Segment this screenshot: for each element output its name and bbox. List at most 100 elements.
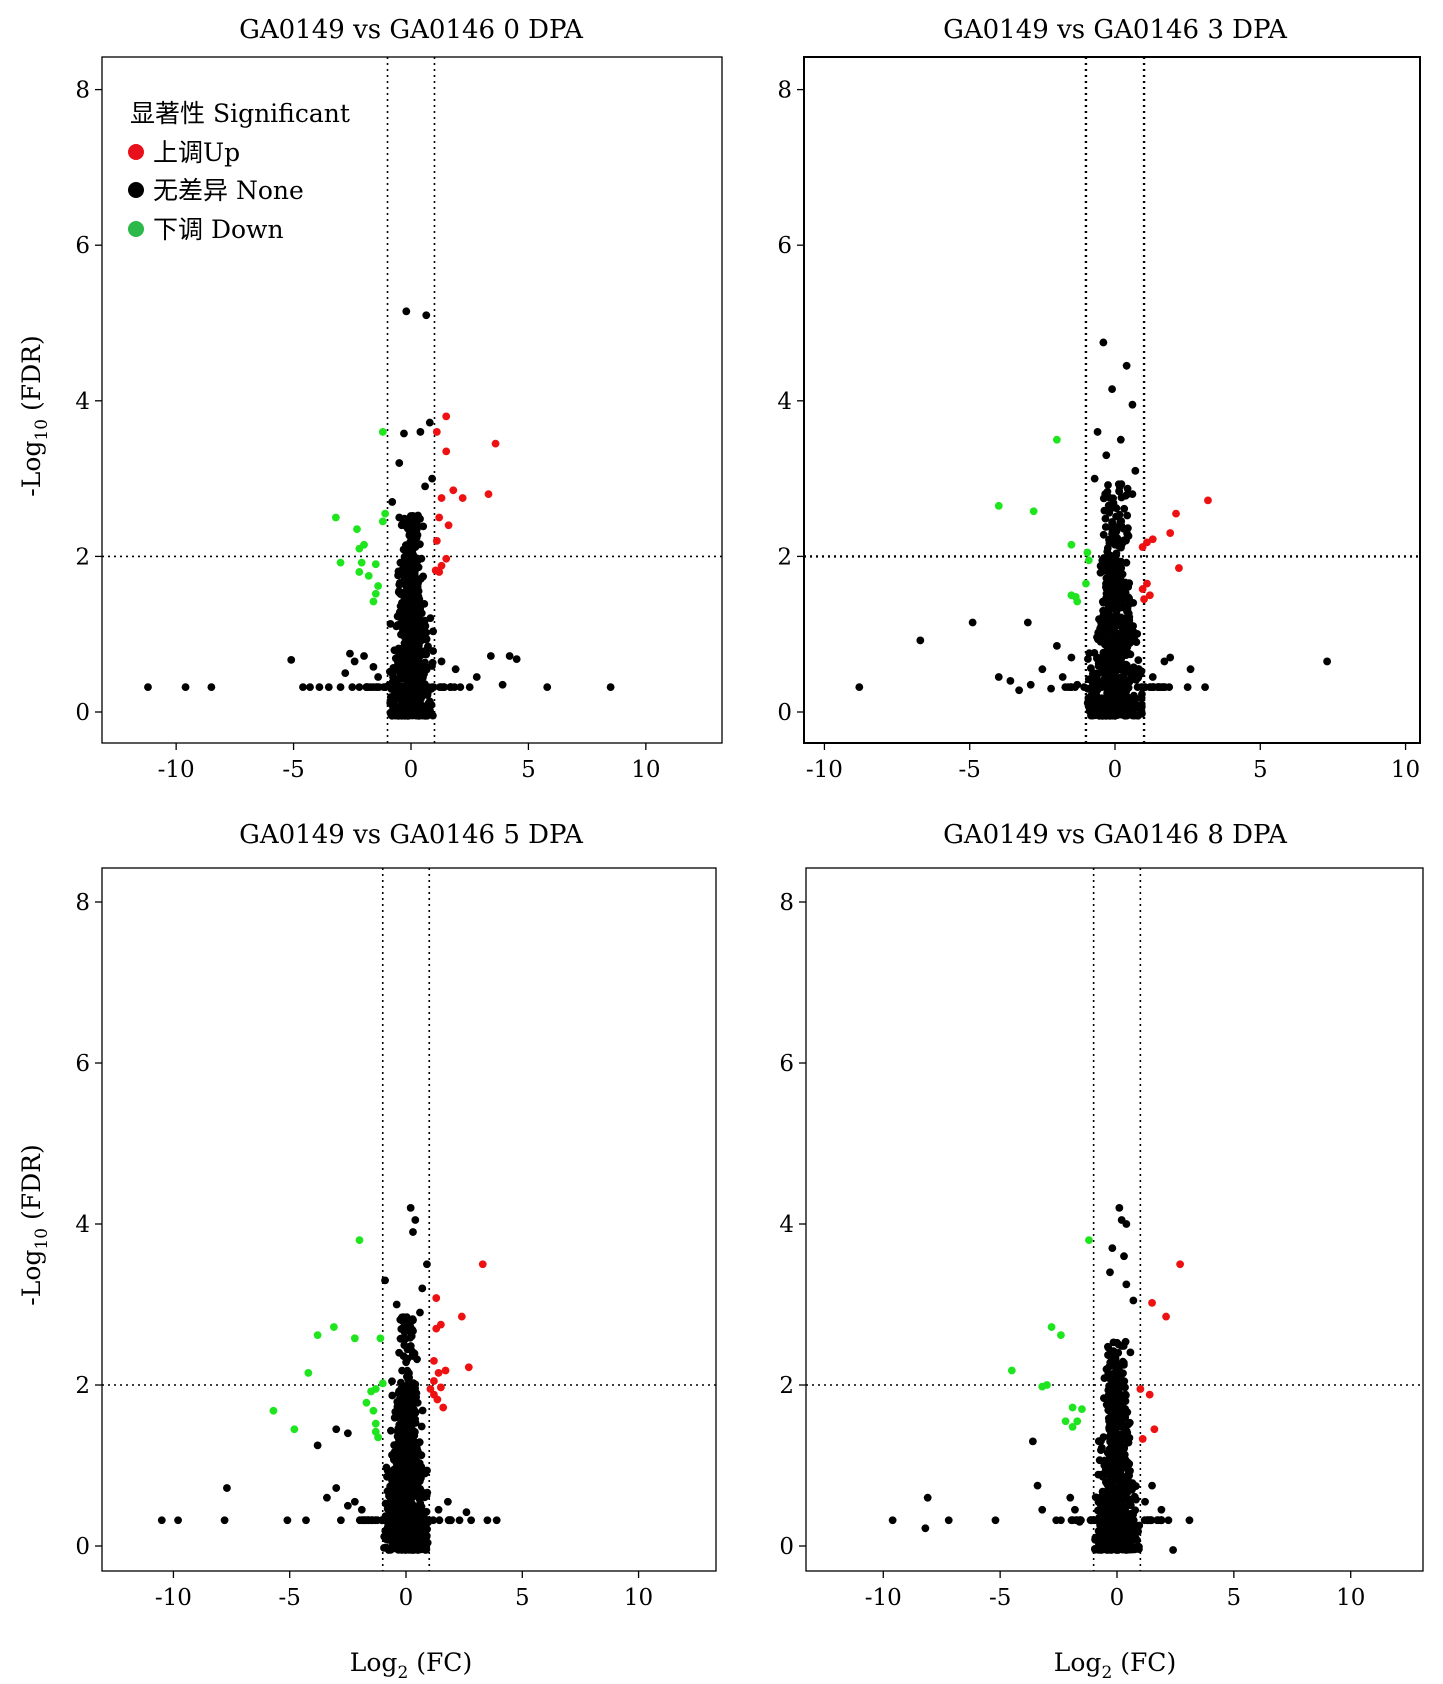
point-none xyxy=(409,683,417,691)
point-none xyxy=(1121,683,1130,691)
y-tick-label: 6 xyxy=(779,1051,794,1077)
point-none xyxy=(374,673,383,681)
point-down xyxy=(1052,435,1061,444)
point-none xyxy=(395,1348,403,1357)
point-none xyxy=(396,602,405,611)
point-none xyxy=(1104,587,1112,595)
point-none xyxy=(1052,1516,1061,1525)
point-none xyxy=(543,683,552,692)
point-none xyxy=(423,1466,431,1475)
point-none xyxy=(403,524,412,533)
point-none xyxy=(1120,504,1129,513)
point-none xyxy=(1113,1539,1122,1547)
point-none xyxy=(438,683,446,691)
point-none xyxy=(223,1484,231,1492)
point-none xyxy=(1119,1378,1128,1386)
point-down xyxy=(355,568,364,576)
point-none xyxy=(346,649,354,658)
point-none xyxy=(343,1501,352,1510)
point-none xyxy=(220,1516,229,1525)
x-tick-label: 0 xyxy=(399,1585,414,1611)
point-none xyxy=(417,1422,426,1431)
point-none xyxy=(1094,628,1103,637)
point-none xyxy=(498,680,507,689)
point-none xyxy=(1144,1516,1153,1525)
point-none xyxy=(443,1497,452,1506)
point-none xyxy=(1119,1358,1128,1367)
point-none xyxy=(1061,683,1070,691)
point-none xyxy=(399,1394,408,1403)
point-none xyxy=(413,1539,422,1548)
point-none xyxy=(1038,665,1047,674)
point-none xyxy=(1112,549,1121,558)
x-tick-label: 0 xyxy=(404,757,419,783)
point-none xyxy=(512,655,521,663)
point-none xyxy=(419,1531,428,1539)
point-none xyxy=(394,1523,402,1532)
point-none xyxy=(1117,603,1126,612)
point-none xyxy=(1123,607,1131,616)
point-none xyxy=(411,1419,420,1427)
point-none xyxy=(1095,1516,1103,1525)
point-none xyxy=(1113,706,1122,715)
point-none xyxy=(1023,618,1032,627)
point-none xyxy=(336,683,345,692)
point-none xyxy=(315,683,324,692)
point-up xyxy=(432,1294,441,1302)
point-up xyxy=(1176,1260,1185,1269)
point-down xyxy=(1042,1381,1051,1389)
point-none xyxy=(369,683,378,692)
point-none xyxy=(1183,683,1192,692)
point-up xyxy=(1138,1435,1147,1443)
point-none xyxy=(386,667,394,676)
point-up xyxy=(1150,1425,1159,1434)
point-none xyxy=(1124,1438,1133,1447)
point-down xyxy=(1083,548,1092,557)
point-none xyxy=(1133,1536,1141,1545)
point-none xyxy=(287,655,296,664)
point-none xyxy=(1108,385,1116,394)
point-none xyxy=(1111,1426,1120,1435)
point-none xyxy=(416,1516,425,1525)
point-none xyxy=(1323,657,1332,666)
point-none xyxy=(1108,1244,1117,1253)
point-none xyxy=(1108,620,1117,629)
point-none xyxy=(414,1470,423,1479)
point-none xyxy=(399,1313,408,1321)
point-none xyxy=(437,657,446,666)
point-none xyxy=(1093,428,1102,436)
point-none xyxy=(313,1441,322,1450)
point-none xyxy=(392,1300,401,1309)
point-none xyxy=(396,683,404,691)
point-none xyxy=(451,665,460,674)
point-none xyxy=(396,1444,405,1452)
point-none xyxy=(447,683,455,692)
point-none xyxy=(1108,518,1116,526)
point-down xyxy=(353,525,361,534)
point-none xyxy=(364,1516,373,1525)
point-none xyxy=(412,674,421,683)
point-none xyxy=(391,1472,400,1481)
point-down xyxy=(369,1406,378,1415)
point-down xyxy=(1067,540,1076,549)
point-none xyxy=(1097,1443,1106,1452)
point-up xyxy=(1172,509,1180,518)
point-none xyxy=(412,1389,421,1397)
point-none xyxy=(1117,1419,1126,1428)
point-down xyxy=(1068,1403,1077,1412)
point-none xyxy=(360,652,368,660)
point-down xyxy=(1082,579,1090,588)
point-none xyxy=(1102,451,1111,460)
point-none xyxy=(1157,1505,1166,1514)
point-none xyxy=(409,1523,418,1531)
point-none xyxy=(1123,484,1132,493)
point-down xyxy=(371,589,380,598)
point-none xyxy=(1112,1384,1121,1392)
point-none xyxy=(1125,1418,1134,1427)
point-down xyxy=(1073,1417,1082,1426)
point-none xyxy=(1100,651,1108,659)
x-tick-label: -10 xyxy=(155,1585,192,1611)
point-none xyxy=(400,429,408,438)
point-none xyxy=(391,703,400,711)
point-none xyxy=(383,1472,391,1481)
